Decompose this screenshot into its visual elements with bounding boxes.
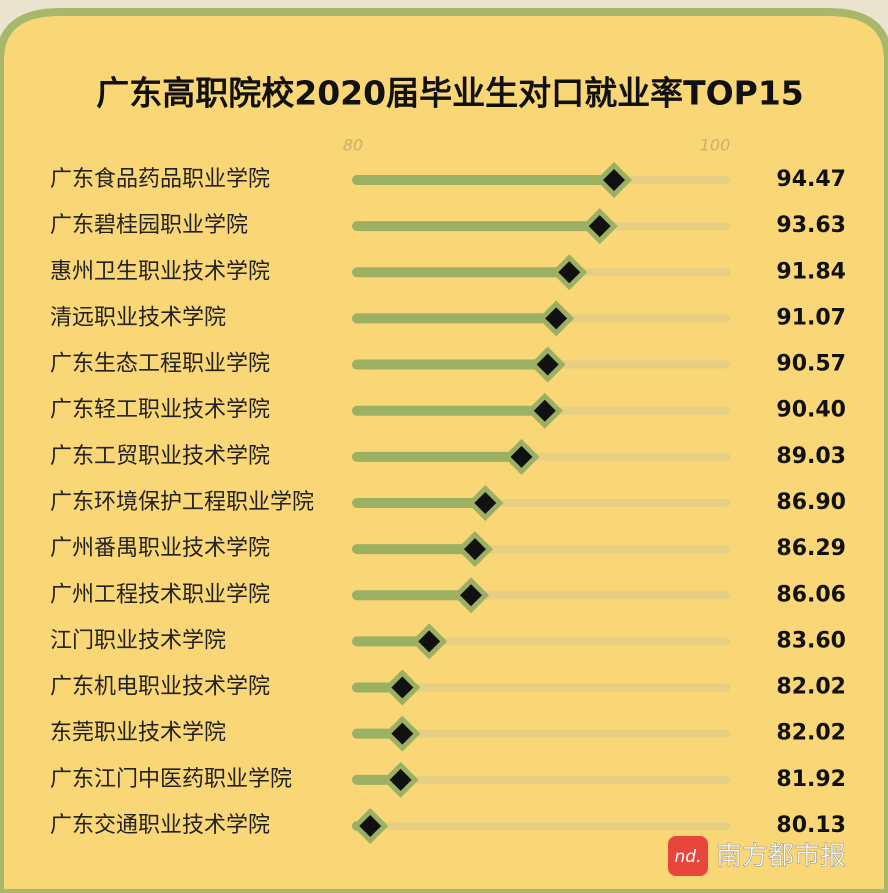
value-label: 90.57 — [776, 352, 846, 377]
marker — [418, 630, 441, 653]
marker — [533, 399, 556, 422]
track — [352, 637, 730, 646]
value-label: 81.92 — [776, 767, 846, 792]
category-label: 广东碧桂园职业学院 — [50, 213, 248, 238]
value-label: 93.63 — [776, 213, 846, 238]
marker — [389, 768, 412, 791]
value-label: 82.02 — [776, 721, 846, 746]
marker — [545, 307, 568, 330]
marker — [391, 676, 414, 699]
marker — [460, 584, 483, 607]
category-label: 东莞职业技术学院 — [50, 721, 226, 746]
track — [352, 683, 730, 692]
bar — [352, 544, 475, 555]
chart-title: 广东高职院校2020届毕业生对口就业率TOP15 — [96, 74, 804, 113]
track — [352, 775, 730, 784]
marker — [391, 722, 414, 745]
value-label: 94.47 — [776, 167, 846, 192]
category-label: 江门职业技术学院 — [50, 628, 226, 653]
category-label: 广东食品药品职业学院 — [50, 167, 270, 192]
value-label: 83.60 — [776, 628, 846, 653]
track — [352, 821, 730, 830]
category-label: 广东机电职业技术学院 — [50, 675, 270, 700]
category-label: 广东交通职业技术学院 — [50, 813, 270, 838]
marker — [510, 445, 533, 468]
bar — [352, 590, 472, 601]
value-label: 90.40 — [776, 398, 846, 423]
value-label: 86.90 — [776, 490, 846, 515]
value-label: 91.84 — [776, 259, 846, 284]
marker — [359, 814, 382, 837]
watermark: 南方都市报 — [716, 842, 846, 872]
bar — [352, 405, 545, 416]
bar — [352, 359, 548, 370]
category-label: 广东轻工职业技术学院 — [50, 398, 270, 423]
category-label: 广东环境保护工程职业学院 — [50, 490, 314, 515]
category-label: 广州工程技术职业学院 — [50, 582, 270, 607]
bar — [352, 636, 430, 647]
marker — [474, 491, 497, 514]
value-label: 80.13 — [776, 813, 846, 838]
category-label: 广东生态工程职业学院 — [50, 352, 270, 377]
category-label: 广州番禺职业技术学院 — [50, 536, 270, 561]
value-label: 86.06 — [776, 582, 846, 607]
x-tick-label: 80 — [343, 136, 363, 155]
bar — [352, 267, 570, 278]
marker — [463, 538, 486, 561]
value-label: 91.07 — [776, 305, 846, 330]
category-label: 惠州卫生职业技术学院 — [50, 259, 270, 284]
marker — [536, 353, 559, 376]
value-label: 89.03 — [776, 444, 846, 469]
bar — [352, 497, 486, 508]
bar — [352, 313, 557, 324]
track — [352, 729, 730, 738]
category-label: 广东江门中医药职业学院 — [50, 767, 292, 792]
bar — [352, 175, 614, 185]
category-label: 广东工贸职业技术学院 — [50, 444, 270, 469]
bar — [352, 451, 522, 462]
x-tick-label: 100 — [700, 136, 731, 155]
logo-box — [668, 836, 708, 876]
value-label: 82.02 — [776, 675, 846, 700]
category-label: 清远职业技术学院 — [50, 305, 226, 330]
marker — [558, 261, 581, 284]
bar — [352, 221, 600, 232]
logo: nd. — [675, 847, 702, 867]
marker — [588, 215, 611, 238]
value-label: 86.29 — [776, 536, 846, 561]
marker — [602, 169, 625, 191]
